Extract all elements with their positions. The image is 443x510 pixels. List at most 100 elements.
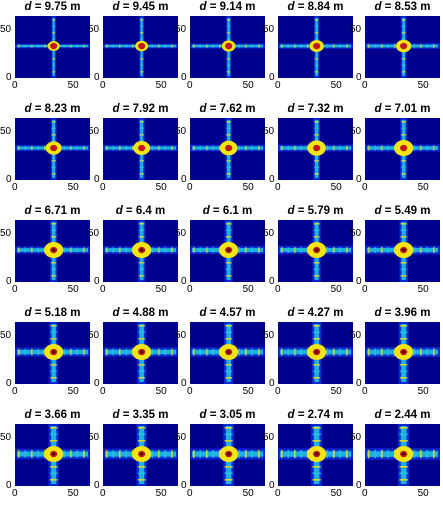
band-stripe (426, 449, 429, 459)
band-stripe (251, 450, 254, 458)
heatmap-panel (365, 424, 440, 486)
panel-title-number: 5.79 (307, 205, 331, 217)
y-tick-label: 50 (175, 431, 187, 443)
band-stripe (18, 348, 20, 356)
band-stripe (387, 348, 390, 356)
band-stripe (238, 450, 241, 458)
band-stripe (314, 58, 319, 60)
panel-title: d = 7.62 m (199, 103, 256, 115)
band-stripe (400, 325, 408, 327)
panel-title-variable: d (287, 103, 295, 115)
band-stripe (294, 247, 296, 254)
panel-title-unit: m (333, 205, 344, 217)
panel-title: d = 4.57 m (199, 307, 256, 319)
heatmap-panel (278, 118, 353, 180)
band-stripe (70, 145, 72, 151)
band-stripe (52, 25, 56, 28)
x-tick-label: 50 (67, 284, 79, 295)
band-stripe (224, 472, 233, 475)
band-stripe (251, 348, 254, 356)
panel-title-variable: d (24, 409, 32, 421)
heatmap-panel (365, 118, 440, 180)
band-stripe (399, 440, 408, 442)
band-stripe (413, 44, 416, 49)
band-stripe (314, 127, 320, 130)
band-stripe (119, 450, 121, 458)
band-stripe (139, 134, 144, 136)
panel-title-number: 9.75 (44, 1, 68, 13)
band-stripe (333, 247, 335, 254)
band-stripe (138, 331, 145, 334)
x-tick-label: 0 (362, 386, 368, 397)
panel-title-number: 8.23 (44, 103, 68, 115)
x-tick-label: 50 (417, 284, 429, 295)
band-stripe (193, 145, 195, 151)
y-tick-label: 0 (181, 72, 187, 83)
panel-title: d = 2.74 m (287, 409, 344, 421)
band-stripe (37, 145, 40, 151)
band-stripe (401, 121, 407, 123)
band-stripe (138, 268, 145, 271)
band-stripe (426, 145, 429, 151)
band-stripe (225, 223, 232, 225)
band-stripe (138, 377, 145, 379)
band-stripe (206, 348, 208, 356)
band-stripe (106, 247, 108, 253)
panel-title-unit: m (333, 103, 344, 115)
x-tick-label: 0 (275, 182, 281, 193)
band-stripe (245, 450, 247, 458)
band-stripe (219, 44, 221, 48)
band-stripe (401, 32, 406, 34)
band-stripe (164, 348, 167, 356)
band-stripe (313, 370, 321, 373)
band-stripe (112, 247, 115, 253)
band-stripe (420, 246, 422, 254)
band-stripe (63, 44, 66, 48)
band-stripe (125, 348, 128, 356)
band-stripe (374, 449, 377, 459)
band-stripe (413, 246, 416, 254)
band-stripe (112, 450, 115, 458)
band-stripe (281, 247, 283, 254)
y-tick-label: 0 (181, 276, 187, 287)
band-stripe (51, 160, 56, 162)
band-stripe (225, 331, 233, 334)
band-stripe (225, 236, 232, 238)
band-stripe (313, 331, 321, 334)
band-stripe (171, 145, 173, 151)
band-stripe (70, 44, 72, 48)
band-stripe (226, 32, 231, 34)
band-stripe (206, 450, 208, 458)
y-tick-label: 50 (350, 431, 362, 443)
band-stripe (139, 38, 144, 41)
panel-title: d = 5.49 m (374, 205, 431, 217)
panel-title: d = 7.32 m (287, 103, 344, 115)
panel-title-number: 9.45 (132, 1, 156, 13)
y-tick-label: 50 (175, 227, 187, 239)
peak-center (402, 248, 406, 252)
band-stripe (426, 246, 429, 254)
y-tick-label: 50 (350, 227, 362, 239)
heatmap-panel (103, 220, 178, 282)
band-stripe (31, 348, 33, 356)
peak-center (227, 452, 231, 456)
band-stripe (119, 247, 121, 253)
x-tick-label: 0 (100, 284, 106, 295)
band-stripe (333, 145, 335, 151)
band-stripe (313, 325, 321, 327)
band-stripe (158, 44, 160, 48)
band-stripe (339, 145, 342, 151)
band-stripe (387, 145, 390, 151)
x-tick-label: 0 (275, 488, 281, 499)
band-stripe (24, 145, 27, 151)
band-stripe (76, 247, 79, 253)
panel-title-variable: d (24, 1, 32, 13)
panel-title: d = 2.44 m (374, 409, 431, 421)
x-tick-label: 0 (275, 386, 281, 397)
band-stripe (151, 247, 154, 253)
band-stripe (18, 145, 20, 151)
band-stripe (381, 145, 383, 151)
panel-title-variable: d (287, 1, 295, 13)
band-stripe (49, 472, 58, 475)
band-stripe (287, 247, 290, 254)
